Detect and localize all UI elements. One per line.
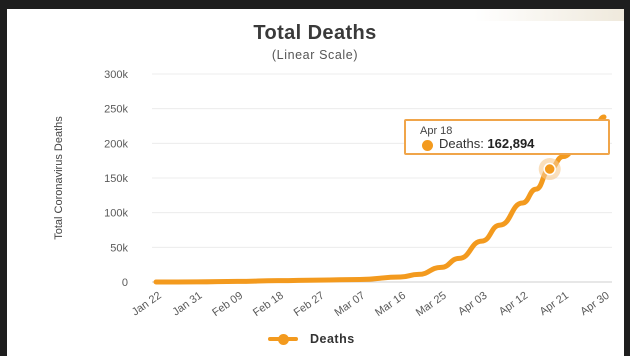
frame-border bbox=[624, 0, 630, 356]
x-tick-label: Apr 30 bbox=[578, 290, 611, 318]
x-tick-label: Mar 16 bbox=[373, 290, 408, 319]
corner-shade bbox=[474, 9, 624, 21]
x-tick-label: Jan 31 bbox=[171, 290, 205, 319]
chart-title: Total Deaths bbox=[253, 22, 377, 44]
highlight-point bbox=[543, 162, 556, 176]
x-tick-label: Jan 22 bbox=[130, 290, 164, 319]
tooltip-value-line: Deaths: 162,894 bbox=[439, 136, 534, 151]
tooltip-value: 162,894 bbox=[487, 136, 535, 151]
y-tick-label: 0 bbox=[122, 277, 128, 289]
y-tick-label: 300k bbox=[104, 69, 128, 81]
tooltip-date: Apr 18 bbox=[420, 125, 453, 137]
frame-border bbox=[0, 0, 7, 356]
chart-subtitle: (Linear Scale) bbox=[271, 48, 359, 62]
x-tick-label: Feb 18 bbox=[251, 290, 286, 319]
data-tooltip: Apr 18 Deaths: 162,894 bbox=[404, 119, 610, 155]
x-tick-label: Feb 27 bbox=[292, 290, 327, 319]
y-tick-label: 50k bbox=[110, 242, 128, 254]
legend-label: Deaths bbox=[310, 332, 355, 346]
x-tick-label: Apr 21 bbox=[538, 290, 571, 318]
series-line-deaths bbox=[153, 114, 607, 285]
tooltip-series-dot-icon bbox=[422, 140, 433, 151]
x-tick-label: Feb 09 bbox=[210, 290, 245, 319]
y-tick-label: 250k bbox=[104, 104, 128, 116]
x-tick-label: Mar 25 bbox=[414, 290, 449, 319]
y-axis-label: Total Coronavirus Deaths bbox=[53, 116, 65, 240]
y-tick-label: 200k bbox=[104, 138, 128, 150]
x-tick-label: Mar 07 bbox=[332, 290, 367, 319]
x-tick-label: Apr 12 bbox=[497, 290, 530, 318]
frame-border bbox=[0, 0, 630, 9]
y-tick-label: 150k bbox=[104, 173, 128, 185]
legend-line-marker-icon bbox=[268, 333, 298, 345]
x-tick-label: Apr 03 bbox=[456, 290, 489, 318]
y-tick-label: 100k bbox=[104, 208, 128, 220]
legend[interactable]: Deaths bbox=[268, 330, 355, 348]
tooltip-label: Deaths: bbox=[439, 136, 488, 151]
